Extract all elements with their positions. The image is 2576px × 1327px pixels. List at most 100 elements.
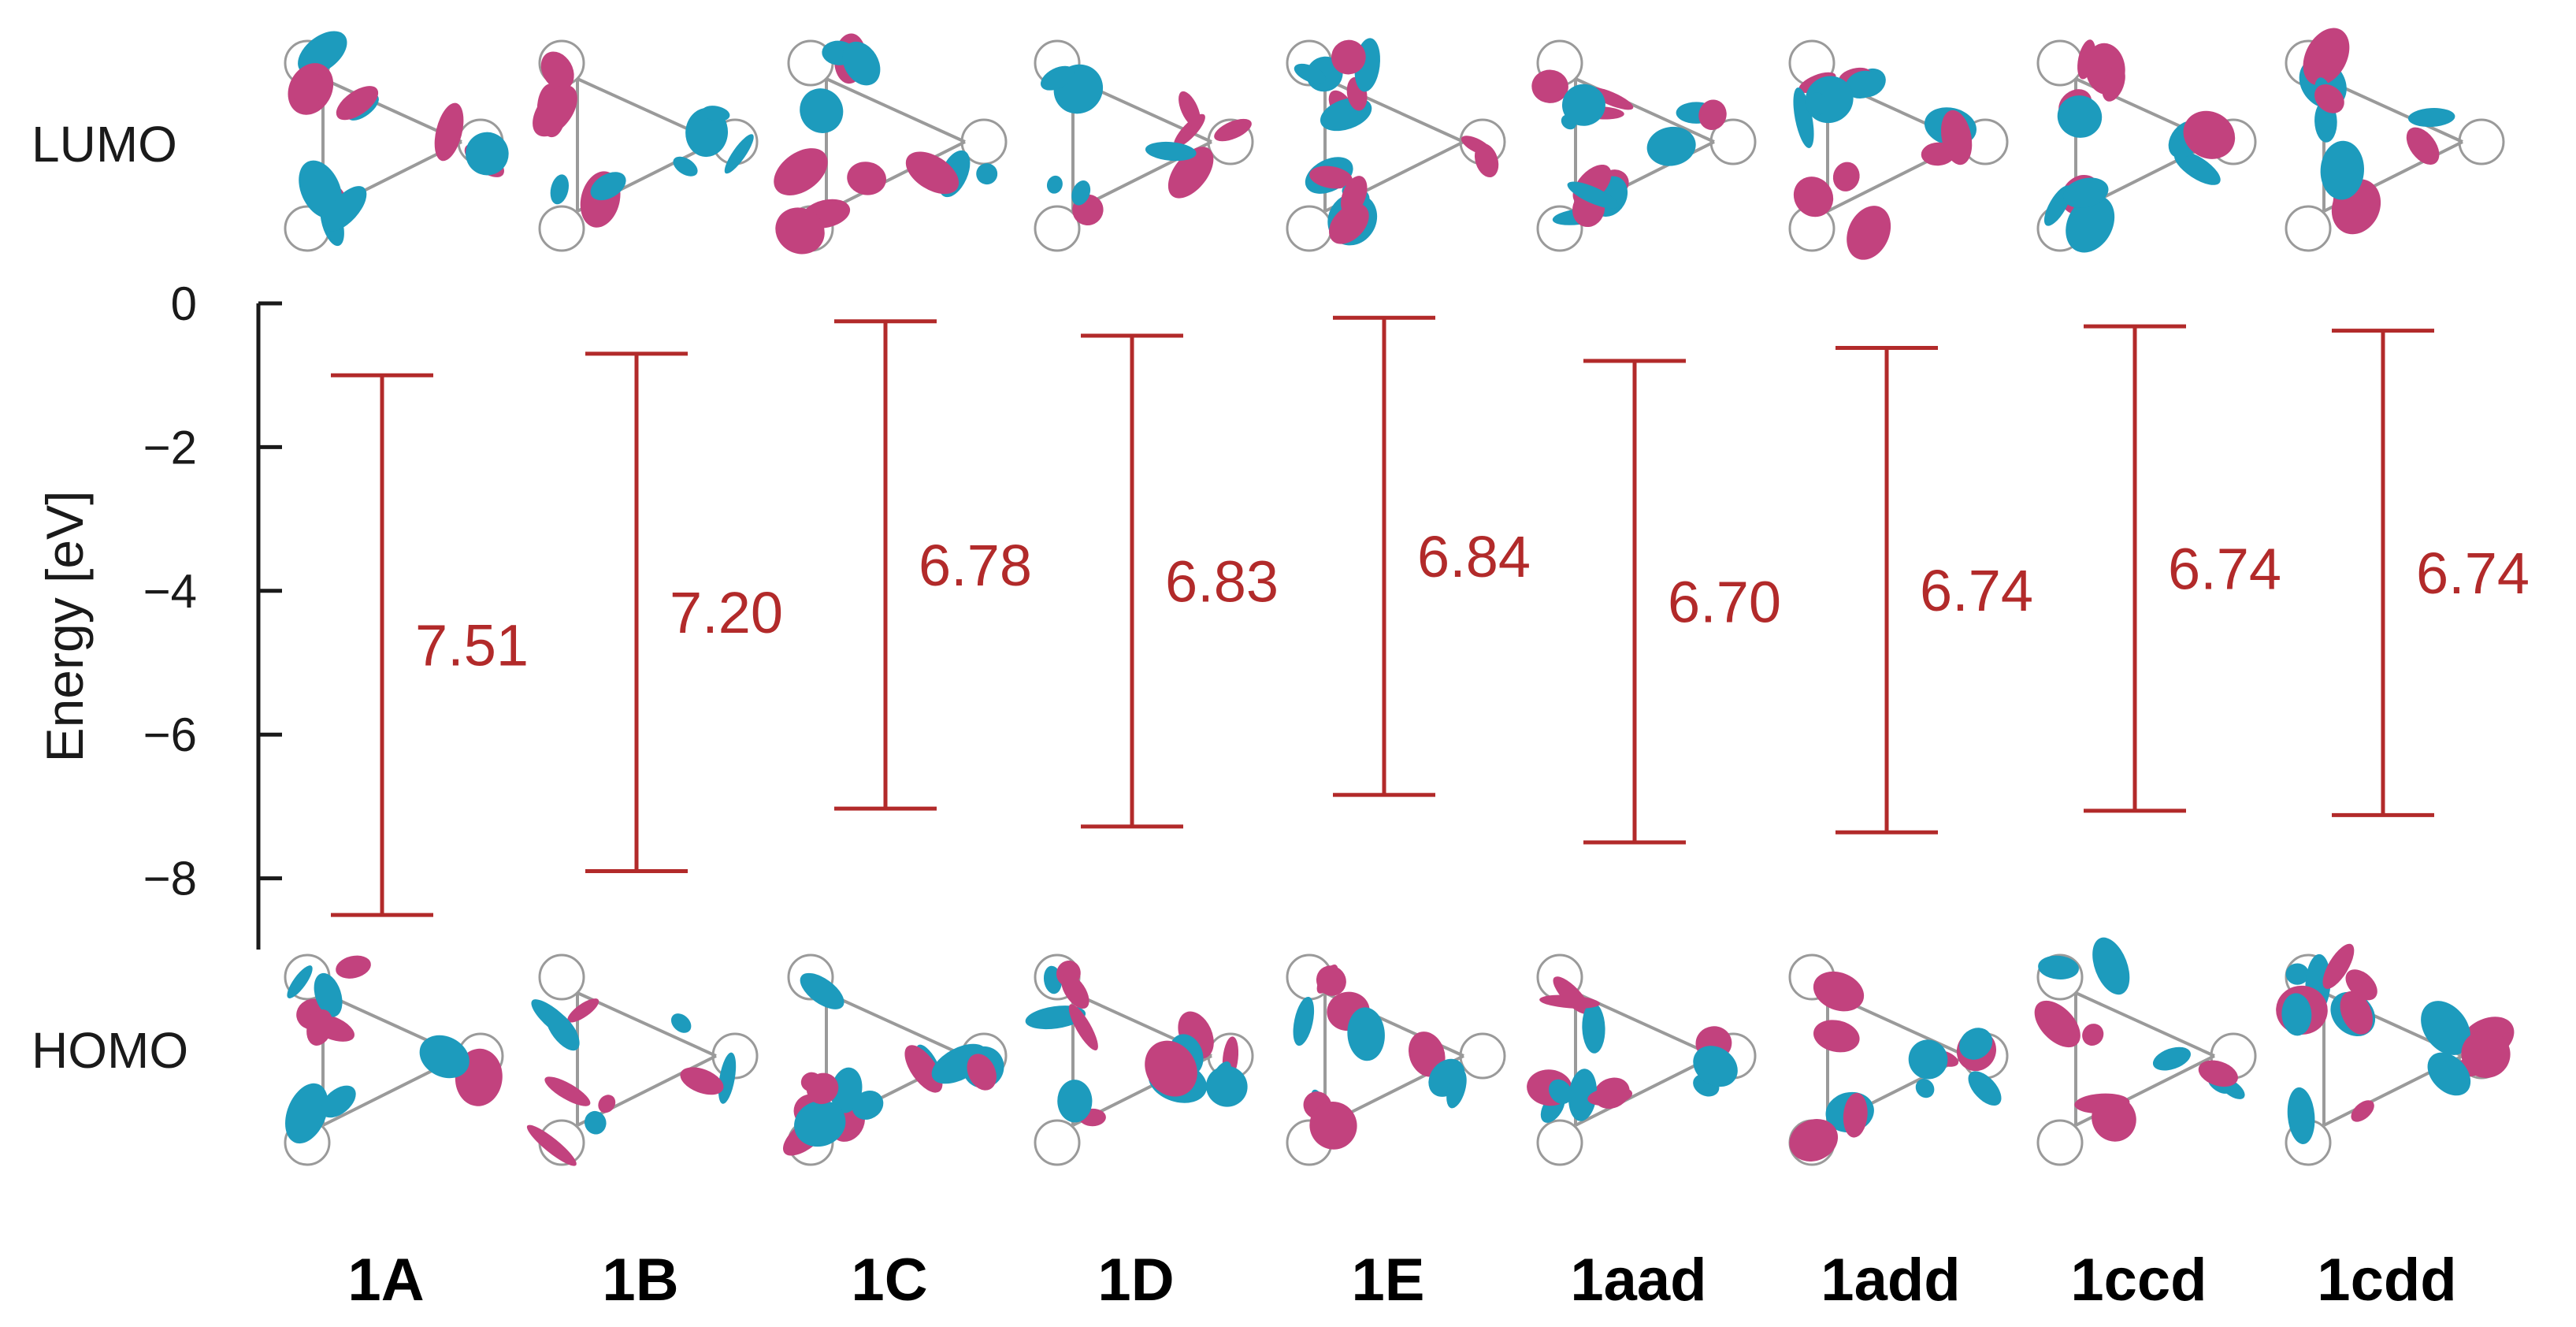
- gap-value-label: 6.84: [1417, 524, 1531, 589]
- homo-orbital-plot: [1286, 953, 1506, 1166]
- orbital-lobe: [904, 1045, 943, 1093]
- orbital-lobe: [590, 172, 626, 201]
- orbital-lobe: [794, 1100, 846, 1147]
- orbital-lobe: [2407, 108, 2455, 128]
- orbital-lobe: [1179, 91, 1201, 128]
- orbital-lobe: [1341, 176, 1368, 216]
- orbital-lobe: [1331, 39, 1366, 75]
- orbital-lobe: [419, 1035, 470, 1079]
- gap-value-label: 7.51: [415, 613, 529, 678]
- orbital-lobe: [1409, 1031, 1446, 1077]
- orbital-lobe: [2183, 110, 2236, 159]
- y-tick-label: −6: [143, 708, 197, 761]
- orbital-lobe: [1968, 1071, 2002, 1106]
- orbital-lobe: [680, 1067, 724, 1095]
- orbital-lobe: [2322, 943, 2355, 990]
- orbital-plots: [284, 28, 2515, 1166]
- orbital-lobe: [2345, 969, 2377, 1001]
- orbital-lobe: [336, 955, 371, 979]
- molecule-label-1add: 1add: [1821, 1247, 1960, 1314]
- bond-line: [826, 140, 966, 213]
- bond-line: [577, 991, 717, 1058]
- gap-bar-1cdd: 6.74: [2332, 329, 2530, 817]
- ring: [1286, 205, 1333, 252]
- gap-value-label: 6.74: [2168, 537, 2281, 602]
- ring: [1536, 205, 1583, 252]
- orbital-lobe: [1293, 996, 1315, 1046]
- orbital-lobe: [321, 1085, 356, 1118]
- orbital-lobe: [2082, 1024, 2104, 1046]
- orbital-lobe: [598, 1095, 616, 1113]
- bond-line: [826, 991, 966, 1058]
- orbital-lobe: [2314, 84, 2344, 113]
- orbital-lobe: [2340, 991, 2373, 1035]
- orbital-lobe: [544, 1076, 591, 1106]
- orbital-lobe: [2281, 993, 2312, 1036]
- y-tick-label: −8: [143, 853, 197, 905]
- orbital-lobe: [774, 148, 828, 195]
- orbital-lobe: [2303, 28, 2350, 86]
- orbital-lobe: [673, 156, 698, 177]
- lumo-orbital-plot: [1034, 39, 1254, 252]
- orbital-lobe: [1316, 965, 1338, 994]
- ring: [1459, 1032, 1506, 1080]
- orbital-lobe: [1813, 1020, 1860, 1053]
- orbital-lobe: [1329, 203, 1369, 244]
- orbital-lobe: [336, 86, 379, 121]
- orbital-lobe: [2421, 1001, 2471, 1055]
- orbital-lobe: [931, 1043, 988, 1084]
- homo-orbital-plot: [526, 953, 759, 1166]
- orbital-lobe: [434, 102, 464, 162]
- gap-value-label: 6.70: [1668, 569, 1781, 634]
- orbital-lobe: [2057, 95, 2103, 138]
- ring: [2036, 953, 2084, 1001]
- orbital-lobe: [1789, 1118, 1839, 1162]
- bond-line: [1575, 1054, 1715, 1127]
- orbital-lobe: [291, 72, 326, 105]
- orbital-lobe: [976, 163, 998, 185]
- molecule-label-1B: 1B: [602, 1247, 678, 1314]
- orbital-lobe: [526, 1124, 577, 1166]
- orbital-lobe: [545, 1009, 580, 1051]
- orbital-lobe: [1145, 141, 1197, 162]
- lumo-orbital-plot: [284, 31, 509, 252]
- ring: [1536, 1119, 1583, 1166]
- gap-bars: 7.51 7.20 6.78 6.83 6.84 6.70 6.74 6.74 6.74: [331, 315, 2530, 917]
- orbital-lobe: [1568, 1069, 1598, 1121]
- gap-value-label: 7.20: [670, 580, 783, 645]
- orbital-lobe: [314, 972, 343, 1017]
- gap-bar-1E: 6.84: [1333, 315, 1531, 797]
- orbital-lobe: [1908, 1039, 1948, 1080]
- orbital-lobe: [1847, 206, 1891, 260]
- homo-orbital-plot: [1788, 953, 2009, 1166]
- lumo-row-label: LUMO: [32, 116, 177, 173]
- orbital-lobe: [2038, 955, 2079, 979]
- gap-value-label: 6.74: [2416, 541, 2530, 606]
- orbital-lobe: [2406, 127, 2440, 165]
- bond-line: [2323, 77, 2463, 143]
- orbital-lobe: [1205, 1065, 1248, 1107]
- orbital-lobe: [1832, 162, 1860, 191]
- orbital-lobe: [905, 151, 960, 195]
- homo-orbital-plot: [1527, 953, 1757, 1166]
- orbital-lobe: [2066, 195, 2115, 253]
- orbital-lobe: [470, 1076, 488, 1095]
- orbital-lobe: [1057, 1080, 1093, 1123]
- y-tick-label: 0: [171, 277, 197, 330]
- homo-orbital-plot: [1025, 953, 1254, 1166]
- ring: [1034, 1119, 1081, 1166]
- lumo-orbital-plot: [1531, 39, 1757, 252]
- orbital-lobe: [540, 51, 574, 90]
- orbital-lobe: [718, 1052, 737, 1104]
- orbital-lobe: [806, 1072, 839, 1105]
- y-tick-label: −2: [143, 421, 197, 474]
- orbital-lobe: [299, 160, 343, 219]
- orbital-lobe: [1549, 1079, 1572, 1105]
- orbital-lobe: [775, 207, 825, 255]
- orbital-lobe: [1915, 1078, 1935, 1098]
- orbital-lobe: [1214, 118, 1252, 142]
- orbital-lobe: [1793, 177, 1834, 217]
- orbital-lobe: [1145, 1040, 1197, 1097]
- ring: [538, 205, 585, 252]
